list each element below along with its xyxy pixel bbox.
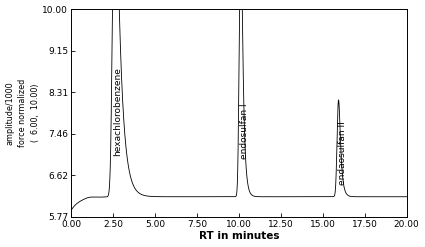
Text: endosulfan I: endosulfan I xyxy=(240,103,249,159)
Text: hexachlorobenzene: hexachlorobenzene xyxy=(113,68,122,156)
Text: endaosulfan II: endaosulfan II xyxy=(338,121,347,185)
X-axis label: RT in minutes: RT in minutes xyxy=(198,231,279,242)
Y-axis label: amplitude/1000
force normalized
(  6.00,  10.00): amplitude/1000 force normalized ( 6.00, … xyxy=(6,79,40,147)
